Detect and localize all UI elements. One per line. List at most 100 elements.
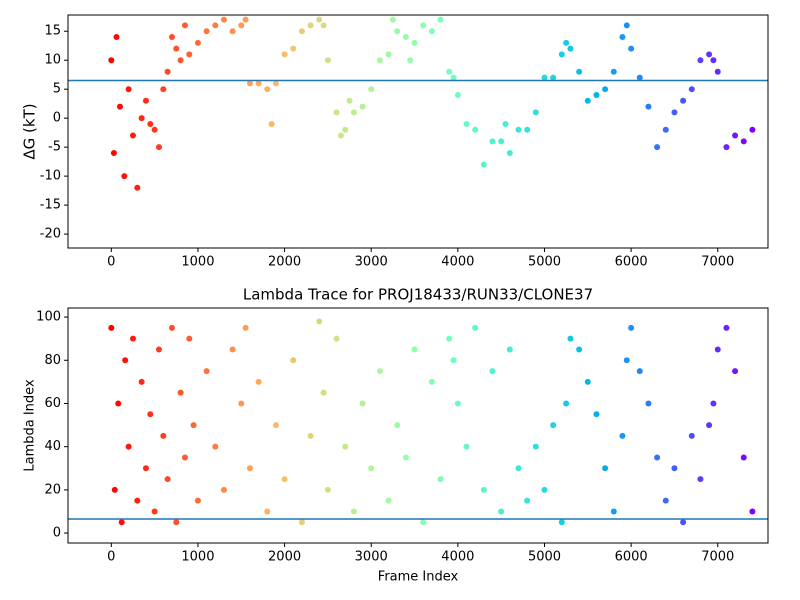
point	[238, 400, 245, 407]
point	[645, 400, 652, 407]
x-tick-label: 2000	[268, 550, 301, 565]
x-tick-label: 1000	[181, 550, 214, 565]
point	[558, 519, 565, 526]
point	[593, 411, 600, 418]
point	[524, 126, 531, 133]
point	[662, 126, 669, 133]
point	[168, 324, 175, 331]
point	[290, 357, 297, 364]
point	[532, 443, 539, 450]
point	[446, 68, 453, 75]
point	[307, 22, 314, 29]
point	[428, 28, 435, 35]
point	[320, 22, 327, 29]
point	[506, 346, 513, 353]
point	[212, 22, 219, 29]
point	[220, 16, 227, 23]
point	[350, 508, 357, 515]
point	[576, 346, 583, 353]
point	[480, 161, 487, 168]
point	[688, 432, 695, 439]
point	[407, 57, 414, 64]
point	[376, 57, 383, 64]
point	[337, 132, 344, 139]
point	[316, 318, 323, 325]
point	[654, 454, 661, 461]
point	[118, 519, 125, 526]
point	[454, 91, 461, 98]
point	[671, 109, 678, 116]
y-tick-label: -10	[40, 169, 61, 184]
point	[281, 51, 288, 58]
point	[463, 120, 470, 127]
point	[155, 346, 162, 353]
point	[541, 486, 548, 493]
point	[749, 508, 756, 515]
point	[420, 22, 427, 29]
point	[168, 34, 175, 41]
y-tick-label: 20	[44, 482, 61, 497]
point	[116, 103, 123, 110]
point	[697, 476, 704, 483]
x-tick-label: 7000	[701, 550, 734, 565]
point	[506, 149, 513, 156]
point	[246, 80, 253, 87]
x-tick-label: 3000	[355, 255, 388, 270]
point	[164, 476, 171, 483]
point	[111, 486, 118, 493]
y-tick-label: 10	[44, 53, 61, 68]
point	[138, 115, 145, 122]
point	[298, 519, 305, 526]
point	[437, 476, 444, 483]
point	[567, 335, 574, 342]
point	[680, 519, 687, 526]
point	[281, 476, 288, 483]
y-tick-label: 5	[53, 82, 61, 97]
point	[450, 74, 457, 81]
point	[563, 400, 570, 407]
point	[268, 120, 275, 127]
point	[623, 22, 630, 29]
point	[129, 132, 136, 139]
point	[563, 39, 570, 46]
x-tick-label: 4000	[441, 550, 474, 565]
point	[173, 519, 180, 526]
point	[151, 508, 158, 515]
x-tick-label: 6000	[615, 550, 648, 565]
point	[121, 173, 128, 180]
point	[411, 39, 418, 46]
x-tick-label: 3000	[355, 550, 388, 565]
point	[628, 45, 635, 52]
point	[706, 422, 713, 429]
x-tick-label: 1000	[181, 255, 214, 270]
point	[515, 126, 522, 133]
point	[602, 86, 609, 93]
point	[385, 497, 392, 504]
point	[532, 109, 539, 116]
point	[324, 57, 331, 64]
y-tick-label: -5	[48, 140, 61, 155]
point	[515, 465, 522, 472]
point	[125, 86, 132, 93]
x-tick-label: 0	[107, 255, 115, 270]
point	[346, 97, 353, 104]
point	[502, 120, 509, 127]
point	[714, 68, 721, 75]
point	[186, 335, 193, 342]
y-tick-label: 100	[36, 310, 61, 325]
point	[619, 34, 626, 41]
point	[550, 422, 557, 429]
point	[524, 497, 531, 504]
x-tick-label: 5000	[528, 550, 561, 565]
y-tick-label: 80	[44, 353, 61, 368]
point	[212, 443, 219, 450]
x-axis-label: Frame Index	[378, 570, 459, 585]
point	[428, 378, 435, 385]
point	[264, 508, 271, 515]
y-tick-label: -20	[40, 227, 61, 242]
point	[181, 454, 188, 461]
point	[368, 86, 375, 93]
point	[710, 400, 717, 407]
point	[151, 126, 158, 133]
